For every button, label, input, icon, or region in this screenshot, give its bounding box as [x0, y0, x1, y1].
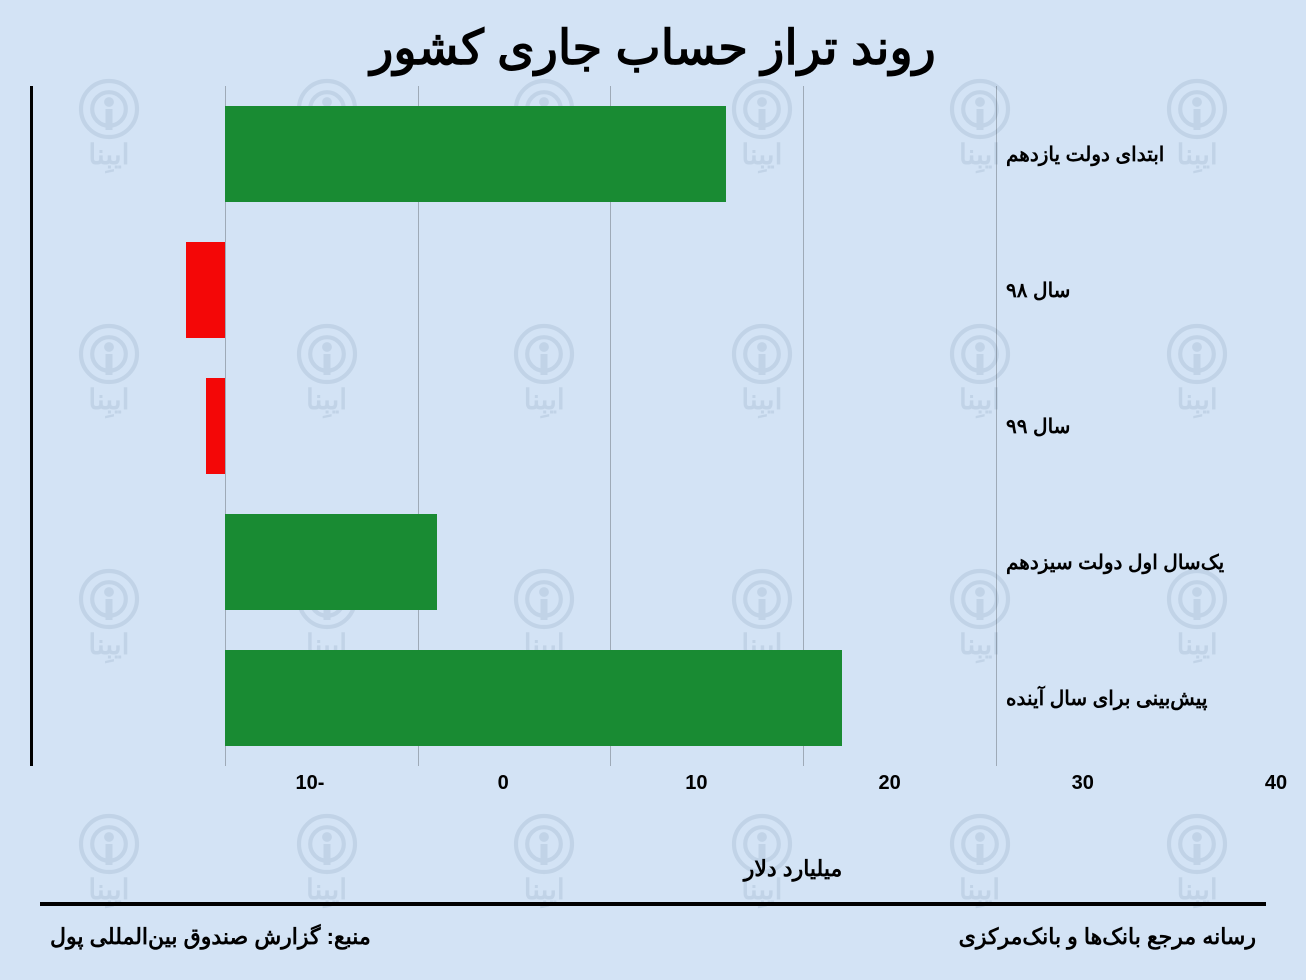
footer-right-text: رسانه مرجع بانک‌ها و بانک‌مرکزی — [959, 924, 1256, 950]
bar-row — [32, 86, 996, 222]
x-tick-label: 0 — [498, 772, 509, 795]
bar-row — [32, 222, 996, 358]
bar — [225, 650, 842, 745]
bar — [225, 514, 437, 609]
x-axis-ticks: -10010203040 — [310, 766, 1276, 816]
x-tick-label: 20 — [878, 772, 900, 795]
category-label: سال ۹۹ — [1006, 358, 1276, 494]
x-tick-label: 10 — [685, 772, 707, 795]
y-axis-labels: ابتدای دولت یازدهمسال ۹۸سال ۹۹یک‌سال اول… — [996, 86, 1276, 766]
plot-area — [30, 86, 996, 766]
category-label: سال ۹۸ — [1006, 222, 1276, 358]
bar-row — [32, 494, 996, 630]
bar — [186, 242, 225, 337]
chart-title: روند تراز حساب جاری کشور — [30, 20, 1276, 76]
bar-row — [32, 358, 996, 494]
chart-area: ابتدای دولت یازدهمسال ۹۸سال ۹۹یک‌سال اول… — [30, 86, 1276, 766]
category-label: یک‌سال اول دولت سیزدهم — [1006, 494, 1276, 630]
bar — [225, 106, 726, 201]
bar-row — [32, 630, 996, 766]
footer-left-text: منبع: گزارش صندوق بین‌المللی پول — [50, 924, 371, 950]
x-axis-label: میلیارد دلار — [310, 856, 1276, 882]
x-tick-label: 40 — [1265, 772, 1287, 795]
footer-divider — [40, 902, 1266, 906]
category-label: ابتدای دولت یازدهم — [1006, 86, 1276, 222]
category-label: پیش‌بینی برای سال آینده — [1006, 630, 1276, 766]
footer: رسانه مرجع بانک‌ها و بانک‌مرکزی منبع: گز… — [30, 924, 1276, 950]
gridline — [996, 86, 997, 766]
x-tick-label: -10 — [296, 772, 325, 795]
x-tick-label: 30 — [1072, 772, 1094, 795]
bar — [206, 378, 225, 473]
